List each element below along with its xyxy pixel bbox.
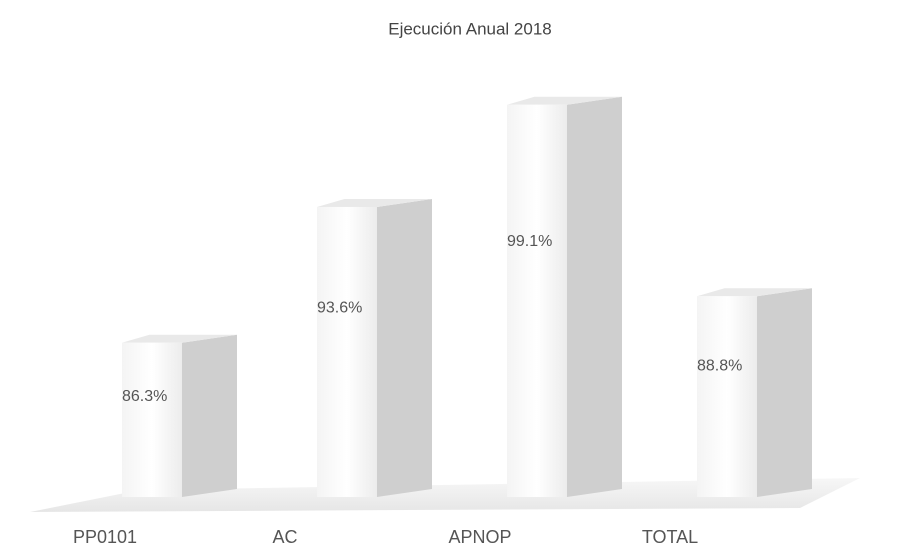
floor (30, 478, 860, 512)
data-label: 88.8% (697, 358, 742, 375)
bar-top (507, 96, 622, 105)
bar (317, 206, 377, 497)
bar-top (697, 288, 812, 297)
data-label: 93.6% (317, 300, 362, 317)
bar-side (757, 288, 812, 497)
bar-side (567, 96, 622, 498)
bar-top (317, 198, 432, 207)
x-tick-label: TOTAL (642, 527, 698, 547)
bar-side (182, 334, 237, 497)
x-tick-label: PP0101 (73, 527, 137, 547)
bar-side (377, 198, 432, 497)
bar (122, 342, 182, 497)
x-tick-label: AC (272, 527, 297, 547)
data-label: 99.1% (507, 233, 552, 250)
bar (507, 104, 567, 498)
x-tick-label: APNOP (448, 527, 511, 547)
data-label: 86.3% (122, 388, 167, 405)
bar-top (122, 334, 237, 343)
chart-title: Ejecución Anual 2018 (388, 19, 552, 38)
bar (697, 296, 757, 497)
